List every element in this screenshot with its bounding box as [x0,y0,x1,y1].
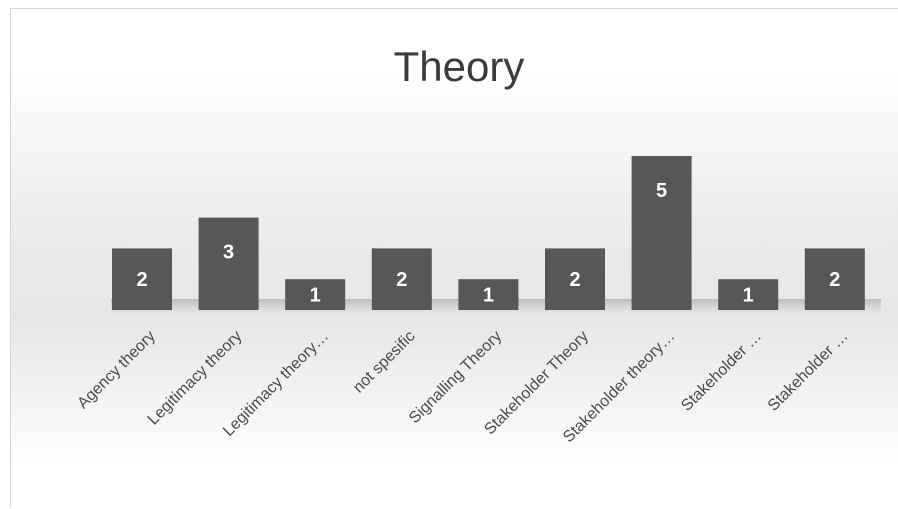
bar-value-label-3: 1 [310,285,321,307]
category-label-1: Agency theory [74,328,158,412]
bar-value-label-2: 3 [223,242,234,264]
bar-value-label-7: 5 [656,180,667,202]
bar-value-label-6: 2 [569,269,580,291]
category-label-5: Signalling Theory [406,328,505,427]
category-label-9: Stakeholder … [765,328,852,415]
chart-frame: Theory 2 3 1 2 1 2 5 1 2 Agency theory Legitimacy… [10,8,898,508]
bar-value-label-4: 2 [396,269,407,291]
bar-value-label-5: 1 [483,285,494,307]
bar-2 [199,218,259,310]
chart-svg: Theory 2 3 1 2 1 2 5 1 2 Agency theoryLegitimacy… [11,9,898,509]
category-label-8: Stakeholder … [678,328,765,415]
bar-value-label-8: 1 [743,285,754,307]
bar-value-label-9: 2 [829,269,840,291]
category-label-2: Legitimacy theory [145,328,246,429]
category-label-4: not spesific [350,328,419,397]
bar-value-label-1: 2 [136,269,147,291]
chart-title: Theory [394,43,525,90]
